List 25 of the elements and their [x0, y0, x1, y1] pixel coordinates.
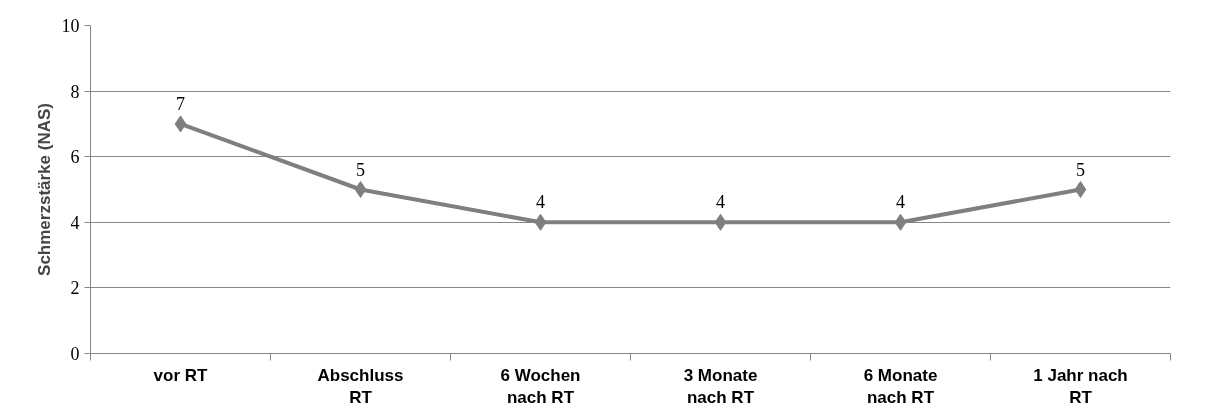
x-tick-label: 1 Jahr nach RT	[1033, 365, 1128, 408]
x-tick-label: 3 Monate nach RT	[683, 365, 758, 408]
x-tick-label: 6 Monate nach RT	[863, 365, 938, 408]
x-tick-label: 6 Wochen nach RT	[500, 365, 581, 408]
point	[534, 213, 547, 231]
y-tick-label: 4	[70, 212, 80, 233]
point	[1074, 181, 1087, 198]
data-label: 4	[536, 192, 545, 213]
y-tick-label: 0	[70, 344, 80, 364]
point	[894, 213, 907, 231]
point	[714, 213, 727, 231]
data-label: 5	[356, 159, 365, 180]
y-tick-label: 8	[70, 81, 80, 102]
y-axis-title: Schmerzstärke (NAS)	[34, 103, 54, 276]
y-tick-label: 10	[61, 16, 80, 36]
data-label: 5	[1076, 159, 1085, 180]
x-tick-label: vor RT	[153, 365, 209, 385]
y-tick-label: 2	[70, 278, 80, 299]
data-label: 4	[716, 192, 725, 213]
data-label: 4	[896, 192, 905, 213]
data-label: 7	[176, 93, 185, 114]
point	[174, 115, 187, 133]
y-tick-label: 6	[70, 147, 80, 168]
x-tick-label: Abschluss RT	[317, 365, 404, 408]
point	[354, 181, 367, 198]
